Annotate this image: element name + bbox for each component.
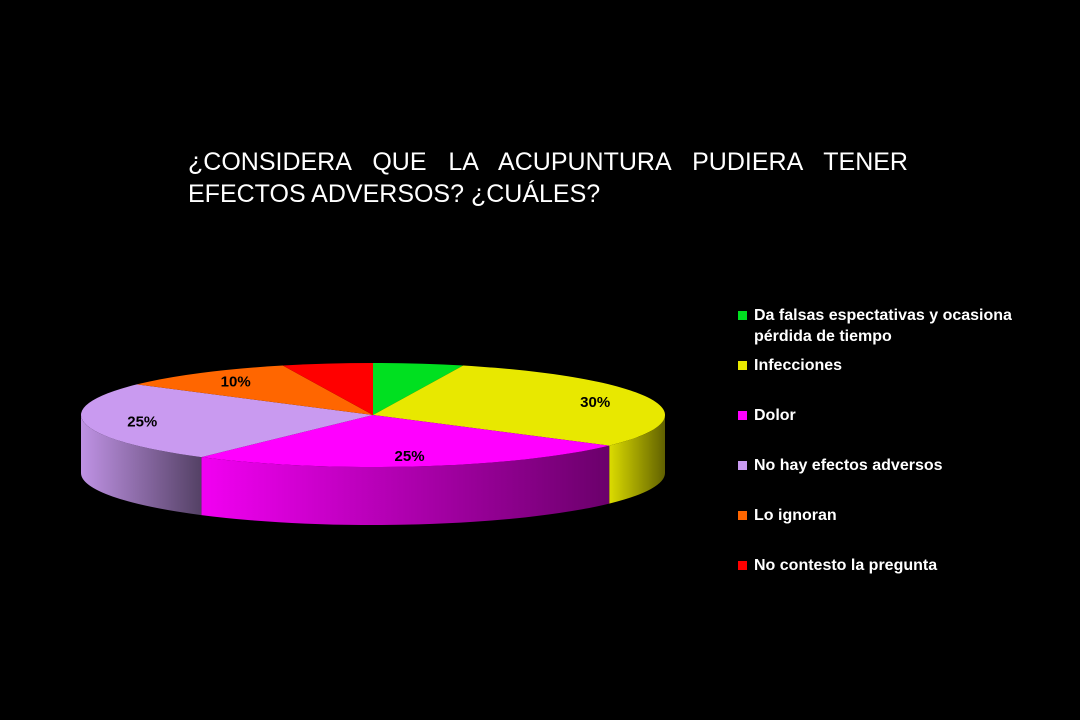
pie-slice-0 [373,363,464,415]
legend-item-1: Infecciones [738,355,1068,376]
legend-swatch-3 [738,461,747,470]
pie-side-1 [609,415,665,504]
legend-item-3: No hay efectos adversos [738,455,1068,476]
pie-slice-5 [282,363,373,415]
legend-swatch-0 [738,311,747,320]
legend-item-5: No contesto la pregunta [738,555,1068,576]
data-label-3: 25% [127,414,157,431]
chart-title: ¿CONSIDERA QUE LA ACUPUNTURA PUDIERA TEN… [188,146,908,210]
pie-slice-4 [136,365,373,415]
data-label-1: 30% [580,394,610,411]
legend-swatch-1 [738,361,747,370]
legend-label-3: No hay efectos adversos [754,457,943,474]
data-label-0: 5% [404,350,426,367]
legend-label-0: Da falsas espectativas y ocasiona pérdid… [754,307,1012,345]
pie-sides [81,415,665,526]
legend-item-0: Da falsas espectativas y ocasiona pérdid… [738,305,1068,347]
data-label-5: 5% [320,350,342,367]
legend-label-4: Lo ignoran [754,507,837,524]
pie-slice-3 [81,384,373,458]
data-label-2: 25% [395,448,425,465]
legend-swatch-2 [738,411,747,420]
pie-top [81,363,665,467]
legend-label-1: Infecciones [754,357,843,374]
pie-slice-1 [373,365,665,446]
pie-side-3 [81,415,202,516]
title-line-2: EFECTOS ADVERSOS? ¿CUÁLES? [188,180,601,208]
legend-item-2: Dolor [738,405,1068,426]
legend-swatch-4 [738,511,747,520]
legend-label-2: Dolor [754,407,796,424]
pie-labels: 5% 30% 25% 25% 10% 5% [127,350,610,465]
legend-label-5: No contesto la pregunta [754,557,938,574]
pie-side-2 [201,445,610,526]
legend-item-4: Lo ignoran [738,505,1068,526]
title-line-1: ¿CONSIDERA QUE LA ACUPUNTURA PUDIERA TEN… [188,148,908,176]
legend-swatch-5 [738,561,747,570]
data-label-4: 10% [221,373,251,390]
pie-slice-2 [201,415,610,467]
